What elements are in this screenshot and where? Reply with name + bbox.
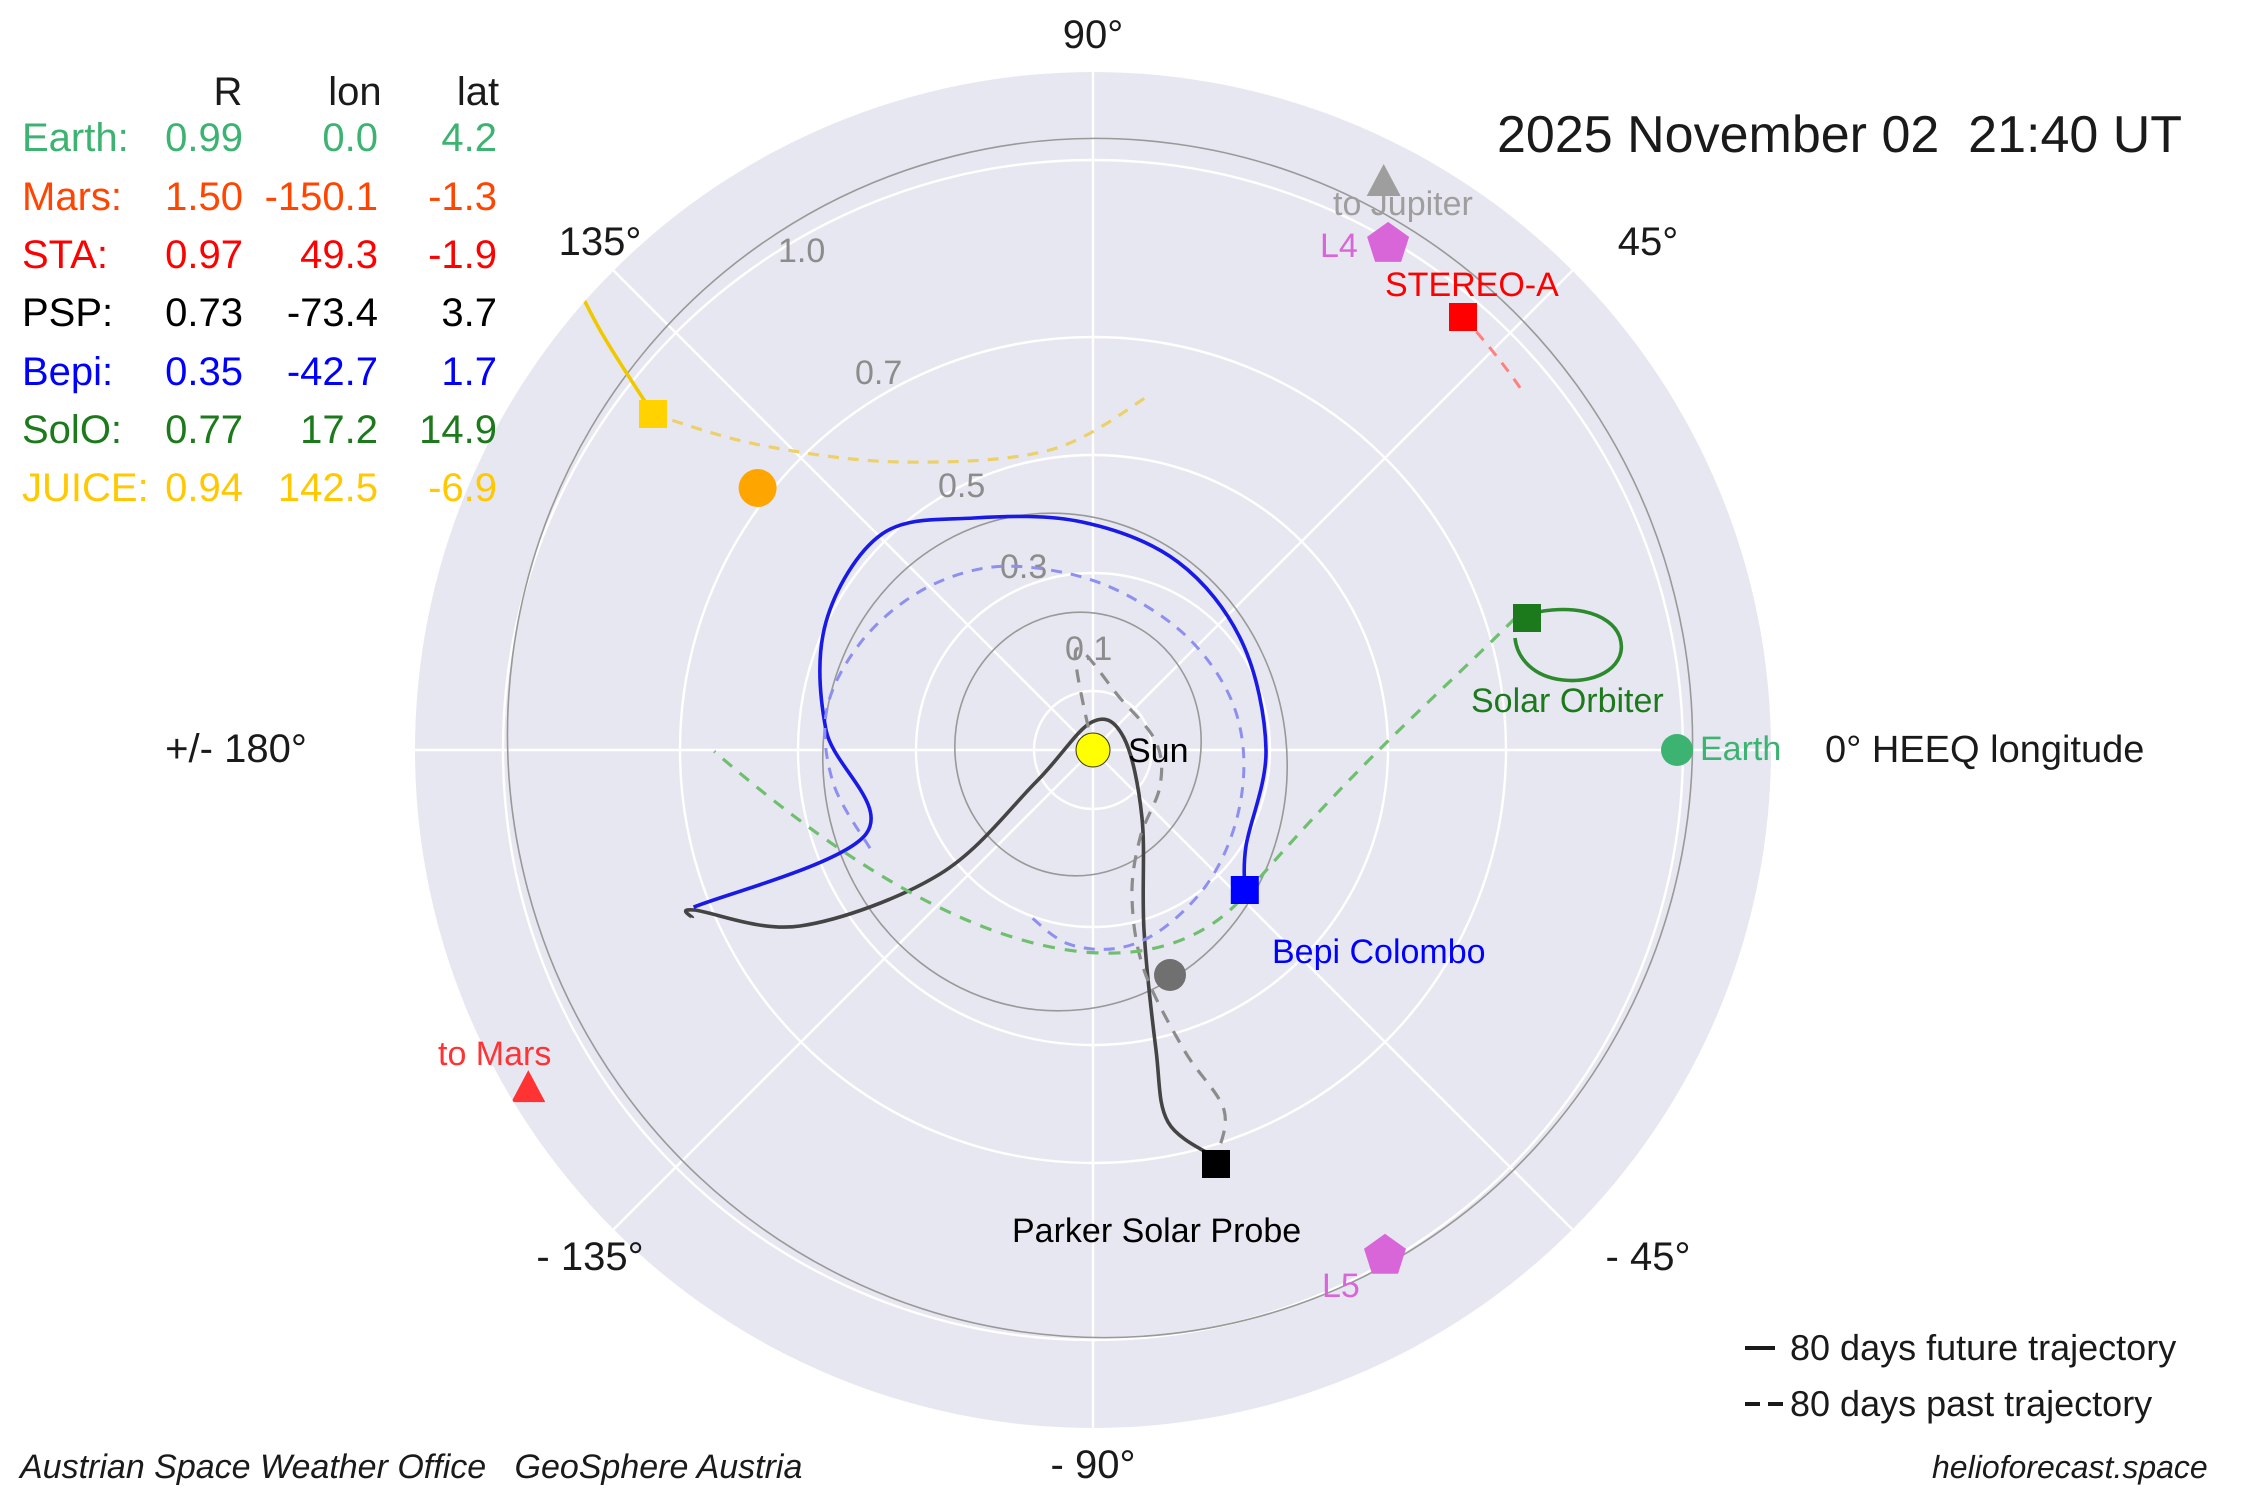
svg-text:R: R <box>214 70 243 114</box>
svg-text:to Mars: to Mars <box>438 1035 551 1073</box>
svg-text:90°: 90° <box>1063 13 1124 57</box>
svg-text:-1.9: -1.9 <box>428 233 497 277</box>
svg-text:0.97: 0.97 <box>165 233 243 277</box>
svg-text:Bepi Colombo: Bepi Colombo <box>1272 933 1486 971</box>
svg-text:Earth:: Earth: <box>22 116 129 160</box>
svg-text:-150.1: -150.1 <box>265 175 378 219</box>
svg-text:- 135°: - 135° <box>536 1235 643 1279</box>
svg-text:Mars:: Mars: <box>22 175 122 219</box>
svg-text:SolO:: SolO: <box>22 408 122 452</box>
svg-text:14.9: 14.9 <box>419 408 497 452</box>
svg-text:JUICE:: JUICE: <box>22 466 149 510</box>
svg-text:80 days past trajectory: 80 days past trajectory <box>1790 1383 2152 1424</box>
svg-text:-73.4: -73.4 <box>287 291 378 335</box>
svg-text:PSP:: PSP: <box>22 291 113 335</box>
svg-text:0° HEEQ longitude: 0° HEEQ longitude <box>1825 729 2144 771</box>
svg-text:0.77: 0.77 <box>165 408 243 452</box>
svg-text:Sun: Sun <box>1128 732 1189 770</box>
svg-text:+/- 180°: +/- 180° <box>165 727 307 771</box>
svg-text:-42.7: -42.7 <box>287 350 378 394</box>
svg-text:4.2: 4.2 <box>441 116 497 160</box>
svg-text:135°: 135° <box>559 220 642 264</box>
svg-text:STA:: STA: <box>22 233 108 277</box>
svg-text:to Jupiter: to Jupiter <box>1333 185 1473 223</box>
svg-text:STEREO-A: STEREO-A <box>1385 266 1559 304</box>
svg-text:1.0: 1.0 <box>778 232 825 270</box>
svg-text:- 90°: - 90° <box>1051 1443 1136 1487</box>
svg-text:2025 November 02 21:40 UT: 2025 November 02 21:40 UT <box>1497 106 2182 164</box>
svg-text:142.5: 142.5 <box>278 466 378 510</box>
svg-text:80 days future trajectory: 80 days future trajectory <box>1790 1327 2176 1368</box>
svg-text:0.35: 0.35 <box>165 350 243 394</box>
svg-text:Solar Orbiter: Solar Orbiter <box>1471 682 1664 720</box>
svg-text:Bepi:: Bepi: <box>22 350 113 394</box>
svg-text:0.1: 0.1 <box>1065 630 1112 668</box>
svg-text:1.50: 1.50 <box>165 175 243 219</box>
svg-text:45°: 45° <box>1618 220 1679 264</box>
svg-text:1.7: 1.7 <box>441 350 497 394</box>
svg-text:- 45°: - 45° <box>1606 1235 1691 1279</box>
svg-text:3.7: 3.7 <box>441 291 497 335</box>
svg-text:Earth: Earth <box>1700 730 1781 768</box>
svg-text:0.5: 0.5 <box>938 467 985 505</box>
svg-text:0.99: 0.99 <box>165 116 243 160</box>
svg-text:-1.3: -1.3 <box>428 175 497 219</box>
svg-text:0.3: 0.3 <box>1000 548 1047 586</box>
svg-text:0.0: 0.0 <box>322 116 378 160</box>
svg-text:17.2: 17.2 <box>300 408 378 452</box>
svg-text:Austrian Space Weather Office: Austrian Space Weather Office GeoSphere … <box>18 1448 802 1486</box>
svg-text:49.3: 49.3 <box>300 233 378 277</box>
svg-text:lon: lon <box>328 70 381 114</box>
svg-text:L4: L4 <box>1320 227 1358 265</box>
svg-text:-6.9: -6.9 <box>428 466 497 510</box>
svg-text:Parker Solar Probe: Parker Solar Probe <box>1012 1212 1301 1250</box>
svg-text:L5: L5 <box>1322 1267 1360 1305</box>
svg-text:lat: lat <box>457 70 499 114</box>
svg-text:0.94: 0.94 <box>165 466 243 510</box>
svg-text:0.7: 0.7 <box>855 354 902 392</box>
svg-text:helioforecast.space: helioforecast.space <box>1932 1449 2208 1485</box>
svg-text:0.73: 0.73 <box>165 291 243 335</box>
